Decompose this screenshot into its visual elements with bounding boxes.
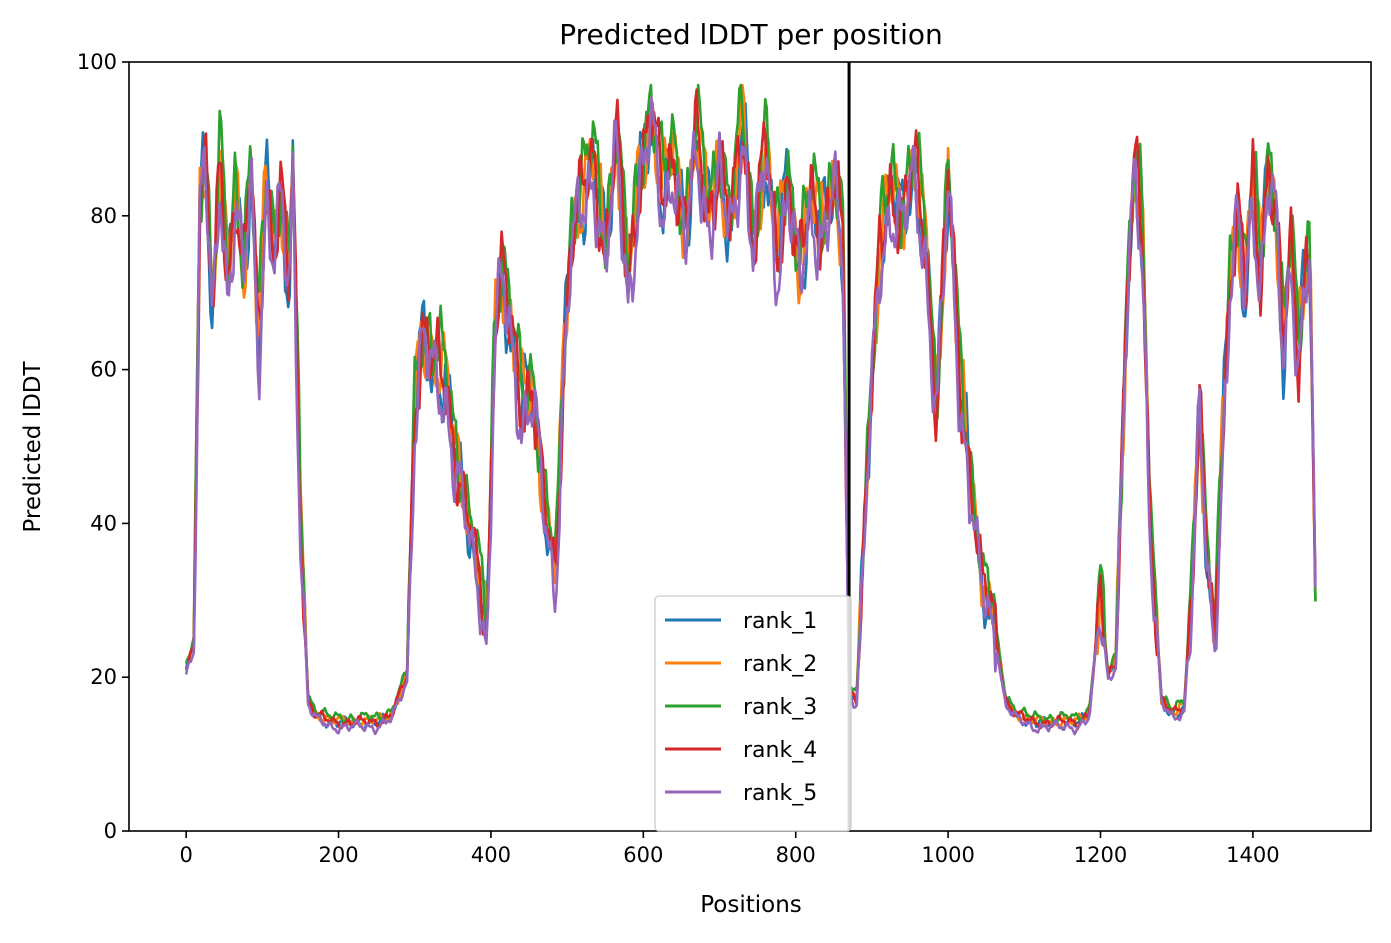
- series-line-rank_3: [184, 83, 1317, 725]
- y-axis-label: Predicted lDDT: [20, 360, 46, 532]
- legend-label-rank_4: rank_4: [743, 738, 817, 763]
- legend-label-rank_5: rank_5: [743, 781, 817, 806]
- x-tick-label: 1000: [921, 843, 974, 867]
- x-tick-label: 600: [623, 843, 663, 867]
- x-tick-label: 200: [318, 843, 358, 867]
- y-tick-label: 0: [104, 819, 117, 843]
- y-tick-label: 100: [77, 50, 117, 74]
- legend-box: [654, 595, 852, 832]
- legend-label-rank_2: rank_2: [743, 652, 817, 677]
- chart-title: Predicted lDDT per position: [559, 18, 943, 51]
- plot-area: [184, 62, 1317, 831]
- y-tick-label: 20: [90, 665, 117, 689]
- x-axis-label: Positions: [700, 892, 802, 918]
- legend: rank_1 rank_2 rank_3 rank_4 rank_5: [654, 595, 852, 832]
- legend-label-rank_1: rank_1: [743, 609, 817, 634]
- y-tick-label: 80: [90, 204, 117, 228]
- x-tick-label: 1400: [1226, 843, 1279, 867]
- x-tick-label: 1200: [1074, 843, 1127, 867]
- series-line-rank_5: [184, 96, 1317, 736]
- x-tick-label: 0: [179, 843, 192, 867]
- legend-label-rank_3: rank_3: [743, 695, 817, 720]
- x-tick-label: 400: [471, 843, 511, 867]
- y-tick-label: 60: [90, 358, 117, 382]
- x-tick-label: 800: [776, 843, 816, 867]
- y-tick-label: 40: [90, 511, 117, 535]
